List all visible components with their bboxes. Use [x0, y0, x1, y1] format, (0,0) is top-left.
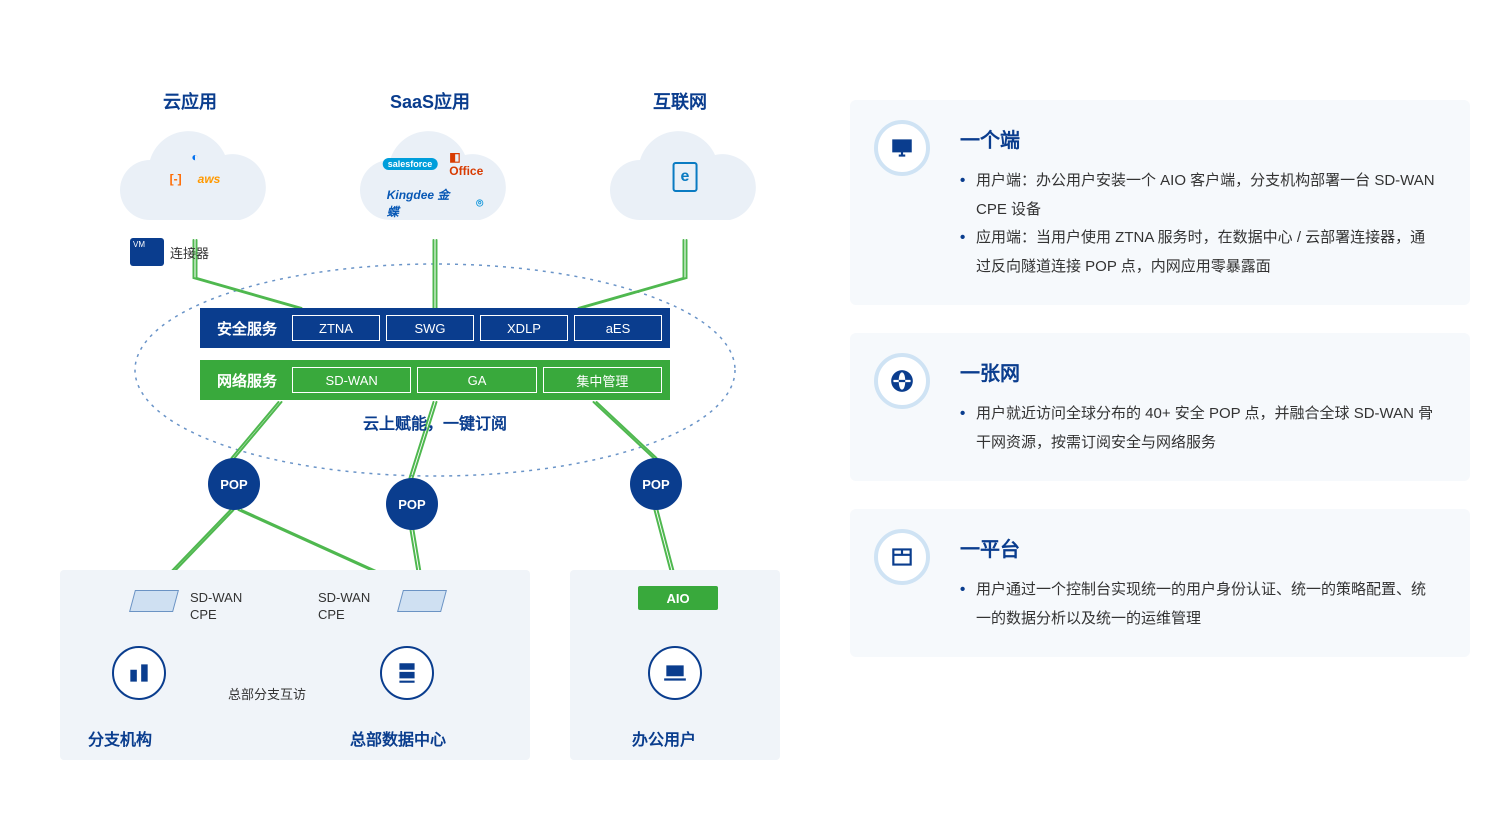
service-pill: XDLP	[480, 315, 568, 341]
card-title: 一张网	[960, 357, 1440, 386]
card-bullet: 用户通过一个控制台实现统一的用户身份认证、统一的策略配置、统一的数据分析以及统一…	[960, 576, 1440, 633]
ie-icon: e	[673, 162, 698, 192]
cpe-label: SD-WANCPE	[190, 590, 242, 624]
service-pill: SD-WAN	[292, 367, 411, 393]
dc-label: 总部数据中心	[350, 726, 446, 750]
cpe-label: SD-WANCPE	[318, 590, 370, 624]
card-platform: 一平台 用户通过一个控制台实现统一的用户身份认证、统一的策略配置、统一的数据分析…	[850, 509, 1470, 657]
cloud-internet: e	[590, 130, 780, 240]
vm-icon	[130, 238, 164, 266]
kingdee-icon: Kingdee 金蝶	[383, 184, 464, 222]
wecom-icon: ⌾	[472, 194, 487, 213]
office-label: 办公用户	[632, 726, 696, 750]
tencent-cloud-icon: ◐	[187, 148, 202, 166]
dashboard-icon	[874, 529, 930, 585]
interlink-label: 总部分支互访	[228, 684, 306, 703]
card-network: 一张网 用户就近访问全球分布的 40+ 安全 POP 点，并融合全球 SD-WA…	[850, 333, 1470, 481]
connector-label: 连接器	[170, 243, 209, 262]
card-bullet: 用户就近访问全球分布的 40+ 安全 POP 点，并融合全球 SD-WAN 骨干…	[960, 400, 1440, 457]
pop-node: POP	[208, 458, 260, 510]
card-endpoint: 一个端 用户端：办公用户安装一个 AIO 客户端，分支机构部署一台 SD-WAN…	[850, 100, 1470, 305]
service-pill: 集中管理	[543, 367, 662, 393]
card-title: 一个端	[960, 124, 1440, 153]
card-bullet: 应用端：当用户使用 ZTNA 服务时，在数据中心 / 云部署连接器，通过反向隧道…	[960, 224, 1440, 281]
pop-node: POP	[386, 478, 438, 530]
pop-node: POP	[630, 458, 682, 510]
security-header: 安全服务	[208, 318, 286, 339]
service-pill: aES	[574, 315, 662, 341]
cpe-device-icon	[397, 590, 447, 612]
cloud-label-saas: SaaS应用	[340, 88, 520, 114]
globe-icon	[874, 353, 930, 409]
card-bullet: 用户端：办公用户安装一个 AIO 客户端，分支机构部署一台 SD-WAN CPE…	[960, 167, 1440, 224]
service-pill: SWG	[386, 315, 474, 341]
slogan-text: 云上赋能，一键订阅	[200, 410, 670, 434]
branch-label: 分支机构	[88, 726, 152, 750]
monitor-icon	[874, 120, 930, 176]
office-icon: ◧ Office	[445, 148, 487, 180]
cloud-apps: ◐ [-] aws	[100, 130, 290, 240]
architecture-diagram: 云应用 SaaS应用 互联网 ◐ [-] aws salesforce ◧ Of	[40, 70, 820, 790]
salesforce-icon: salesforce	[383, 158, 438, 170]
cloud-saas: salesforce ◧ Office Kingdee 金蝶 ⌾	[340, 130, 530, 240]
network-services-bar: 网络服务 SD-WAN GA 集中管理	[200, 360, 670, 400]
network-header: 网络服务	[208, 370, 286, 391]
aws-icon: aws	[194, 170, 225, 188]
aio-tag: AIO	[638, 586, 718, 610]
cloud-label-internet: 互联网	[590, 88, 770, 114]
datacenter-icon	[380, 646, 434, 700]
laptop-icon	[648, 646, 702, 700]
cpe-device-icon	[129, 590, 179, 612]
connector-node: 连接器	[130, 238, 209, 266]
cloud-label-apps: 云应用	[100, 88, 280, 114]
service-pill: GA	[417, 367, 536, 393]
security-services-bar: 安全服务 ZTNA SWG XDLP aES	[200, 308, 670, 348]
card-title: 一平台	[960, 533, 1440, 562]
alibaba-cloud-icon: [-]	[166, 170, 186, 188]
service-pill: ZTNA	[292, 315, 380, 341]
feature-cards: 一个端 用户端：办公用户安装一个 AIO 客户端，分支机构部署一台 SD-WAN…	[850, 100, 1470, 657]
branch-icon	[112, 646, 166, 700]
